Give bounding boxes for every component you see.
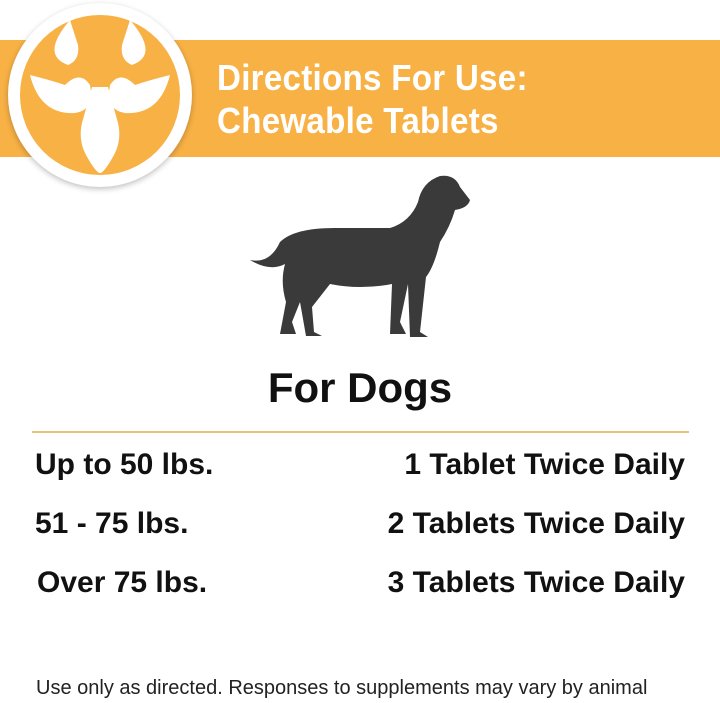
section-heading: For Dogs xyxy=(267,364,453,411)
weight-range: 51 - 75 lbs. xyxy=(35,507,189,540)
dog-silhouette-icon xyxy=(250,175,470,337)
dose: 3 Tablets Twice Daily xyxy=(387,566,685,599)
title-line-2: Chewable Tablets xyxy=(217,100,499,141)
dose: 2 Tablets Twice Daily xyxy=(387,507,685,540)
logo xyxy=(8,3,192,187)
disclaimer: Use only as directed. Responses to suppl… xyxy=(36,677,648,699)
banner-title: Directions For Use: Chewable Tablets xyxy=(217,56,528,142)
weight-range: Over 75 lbs. xyxy=(37,566,208,599)
title-line-1: Directions For Use: xyxy=(217,57,528,98)
dose: 1 Tablet Twice Daily xyxy=(404,448,685,481)
weight-range: Up to 50 lbs. xyxy=(35,448,214,481)
kidney-bladder-icon xyxy=(20,15,180,175)
divider xyxy=(32,431,689,433)
